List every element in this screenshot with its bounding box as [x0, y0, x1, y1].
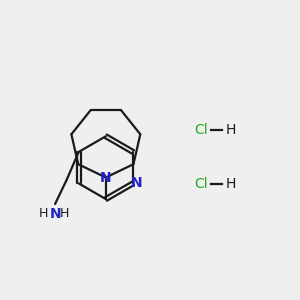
- Text: Cl: Cl: [194, 123, 208, 137]
- Text: N: N: [131, 176, 143, 190]
- Text: H: H: [39, 207, 48, 220]
- Text: N: N: [49, 207, 61, 221]
- Text: N: N: [100, 172, 112, 185]
- Text: H: H: [226, 123, 236, 137]
- Text: H: H: [60, 207, 70, 220]
- Text: H: H: [226, 177, 236, 191]
- Text: Cl: Cl: [194, 177, 208, 191]
